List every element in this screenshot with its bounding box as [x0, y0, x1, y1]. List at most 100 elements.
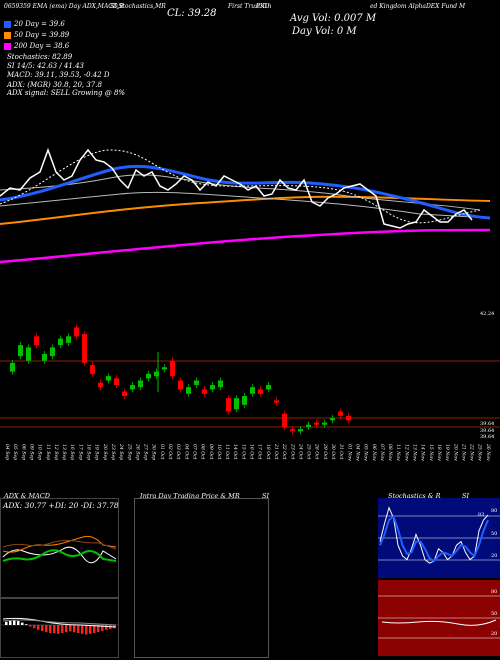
stoch-tick-20: 20: [491, 553, 497, 559]
x-date-label: 24 Oct: [297, 443, 303, 460]
ema20-swatch-icon: [4, 20, 11, 28]
x-date-label: 16 Oct: [249, 444, 255, 460]
candle-17: [146, 373, 151, 379]
x-date-label: 21 Nov: [460, 443, 466, 461]
x-date-label: 12 Nov: [403, 444, 409, 461]
candle-37: [306, 424, 311, 427]
price-label-l3: 39.64: [480, 434, 495, 440]
x-date-label: 15 Oct: [240, 444, 246, 460]
avg-volume-text: Avg Vol: 0.007 M: [290, 13, 377, 24]
legend-ema20: 20 Day = 39.6: [4, 20, 65, 28]
stoch-tick-50: 50: [491, 531, 497, 537]
intraday-si-label: SI: [262, 492, 270, 500]
candle-29: [242, 396, 247, 405]
x-date-label: 25 Sep: [126, 443, 132, 460]
macd-bar-15: [65, 625, 68, 633]
candle-36: [298, 429, 303, 432]
adx-aux-line: [2, 539, 117, 550]
x-date-label: 03 Oct: [175, 444, 181, 460]
x-date-label: 31 Oct: [338, 444, 344, 460]
header-title-right: First Trust Un: [228, 3, 272, 10]
x-date-label: 04 Sep: [4, 444, 10, 460]
stochastics-title: Stochastics & R: [388, 492, 441, 500]
legend-macd: MACD: 39.11, 39.53, -0.42 D: [7, 71, 110, 79]
rsi-tick-20: 20: [491, 631, 497, 637]
candle-5: [50, 347, 55, 357]
macd-bar-22: [93, 625, 96, 633]
x-date-label: 11 Nov: [395, 444, 401, 461]
candle-41: [338, 411, 343, 416]
macd-bar-10: [45, 625, 48, 633]
adx-line: [2, 546, 117, 564]
x-date-label: 04 Nov: [354, 444, 360, 461]
macd-bar-5: [25, 624, 28, 625]
candle-12: [106, 376, 111, 381]
moving-average-lines: [0, 147, 491, 264]
candle-3: [34, 336, 39, 346]
macd-bar-20: [85, 625, 88, 635]
main-price-chart: 04 Sep 05 Sep 06 Sep 09 Sep 10 Sep 11 Sep 12 S…: [0, 147, 500, 461]
candle-9: [82, 334, 87, 363]
x-date-label: 22 Oct: [281, 443, 287, 460]
ema200-swatch-icon: [4, 42, 11, 50]
ema200-line: [0, 228, 491, 264]
x-date-label: 16 Sep: [69, 444, 75, 460]
x-date-label: 15 Nov: [428, 444, 434, 461]
macd-bar-21: [89, 625, 92, 634]
x-date-label: 05 Nov: [363, 444, 369, 461]
candle-27: [226, 398, 231, 412]
candle-24: [202, 389, 207, 394]
header-mid-text: SI,Stochastics,MR: [110, 3, 166, 10]
x-date-label: 24 Sep: [118, 443, 124, 460]
stochastics-panel: 83 80 50 20: [378, 498, 500, 578]
rsi-panel: 80 50 20: [378, 580, 500, 656]
x-date-label: 11 Sep: [45, 444, 51, 460]
x-date-label: 29 Oct: [322, 443, 328, 460]
header-symbol: FKU: [256, 3, 270, 10]
candle-32: [266, 384, 271, 390]
ema50-swatch-icon: [4, 31, 11, 39]
candle-22: [186, 387, 191, 394]
x-date-label: 20 Nov: [452, 443, 458, 461]
x-date-label: 02 Oct: [167, 444, 173, 460]
channel-upper-line: [0, 174, 481, 211]
x-date-label: 12 Sep: [53, 444, 59, 460]
candle-19: [162, 367, 167, 370]
x-date-label: 07 Nov: [379, 444, 385, 461]
x-date-label: 13 Sep: [61, 444, 67, 460]
minus-di-line: [2, 535, 117, 553]
candle-31: [258, 389, 263, 394]
x-date-label: 14 Oct: [232, 444, 238, 460]
header-left-text: 0659359 EMA (ema) Day ADX,MACD,B: [4, 3, 124, 10]
macd-bar-3: [17, 621, 20, 625]
x-date-label: 09 Sep: [28, 444, 34, 460]
legend-ema200: 200 Day = 38.6: [4, 42, 69, 50]
candle-42: [346, 415, 351, 421]
candle-18: [154, 371, 159, 377]
price-label-top: 42.24: [480, 311, 495, 317]
x-date-label: 13 Nov: [412, 444, 418, 461]
x-date-label: 11 Oct: [224, 444, 230, 460]
macd-bar-11: [49, 625, 52, 633]
candle-14: [122, 391, 127, 396]
x-date-label: 18 Nov: [436, 444, 442, 461]
x-date-label: 09 Oct: [208, 444, 214, 460]
x-date-label: 08 Oct: [200, 444, 206, 460]
macd-bar-0: [5, 621, 8, 625]
macd-bar-19: [81, 625, 84, 634]
stochastics-si-label: SI: [462, 492, 470, 500]
candle-4: [42, 354, 47, 361]
macd-bar-23: [97, 625, 100, 633]
candle-13: [114, 378, 119, 385]
candle-33: [274, 400, 279, 403]
macd-bar-17: [73, 625, 76, 633]
macd-panel: [0, 598, 119, 658]
x-date-label: 19 Sep: [94, 444, 100, 460]
price-line: [0, 147, 473, 229]
price-average-line: [0, 149, 481, 224]
legend-adx: ADX: (MGR) 30.8, 20, 37.8: [7, 81, 102, 89]
adx-macd-title: ADX & MACD: [4, 492, 50, 500]
candle-8: [74, 327, 79, 337]
intraday-title: Intra Day Trading Price & MR: [140, 492, 240, 500]
adx-values-text: ADX: 30.77 +DI: 20 -DI: 37.78: [3, 501, 119, 510]
